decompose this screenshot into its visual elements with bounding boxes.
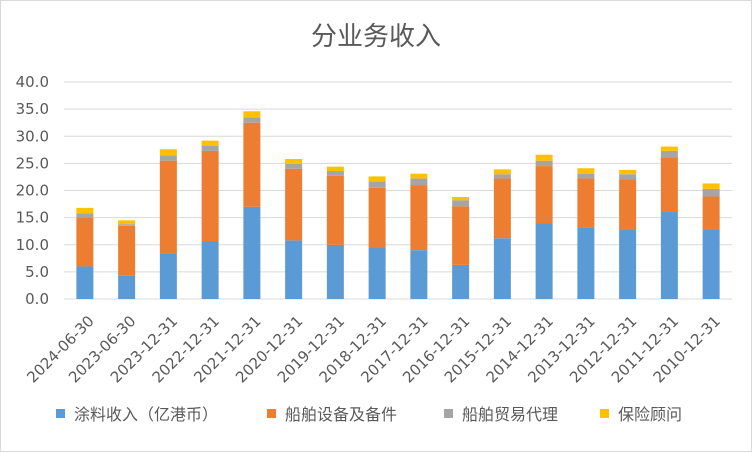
bar-segment: [702, 188, 720, 197]
bar-segment: [326, 170, 344, 176]
bar-segment: [452, 200, 470, 207]
bar-segment: [118, 225, 136, 276]
bar-segment: [660, 211, 678, 299]
bar-segment: [493, 238, 511, 299]
bar-segment: [159, 160, 177, 254]
bar-segment: [118, 275, 136, 299]
bar-segment: [201, 150, 219, 242]
y-tick-label: 15.0: [16, 209, 49, 227]
bar-segment: [76, 207, 94, 214]
bar-segment: [326, 244, 344, 299]
bar-segment: [159, 253, 177, 299]
bar-segment: [452, 197, 470, 201]
legend-swatch: [267, 409, 276, 418]
legend-label: 涂料收入（亿港币）: [74, 405, 218, 424]
legend-swatch: [600, 409, 609, 418]
bar-segment: [368, 247, 386, 299]
bar-segment: [577, 178, 595, 228]
bar-segment: [76, 217, 94, 267]
bar-segment: [285, 240, 303, 299]
legend-label: 船舶设备及备件: [285, 405, 397, 424]
bar-segment: [368, 176, 386, 182]
bar-segment: [76, 213, 94, 218]
legend-swatch: [56, 409, 65, 418]
bar-segment: [326, 175, 344, 245]
bar-segment: [243, 117, 261, 123]
bar-segment: [201, 241, 219, 299]
bar-segment: [619, 179, 637, 230]
legend-label: 船舶贸易代理: [462, 405, 558, 424]
bar-segment: [243, 206, 261, 299]
bar-segment: [368, 187, 386, 248]
legend-swatch: [444, 409, 453, 418]
bars: [76, 111, 720, 299]
bar-segment: [410, 185, 428, 251]
bar-segment: [535, 223, 553, 299]
bar-segment: [243, 111, 261, 118]
y-tick-label: 25.0: [16, 154, 49, 172]
bar-segment: [326, 166, 344, 171]
bar-segment: [493, 169, 511, 175]
bar-segment: [493, 174, 511, 179]
bar-segment: [535, 160, 553, 167]
bar-segment: [118, 224, 136, 226]
bar-segment: [702, 183, 720, 189]
y-tick-label: 30.0: [16, 127, 49, 145]
legend: 涂料收入（亿港币） 船舶设备及备件 船舶贸易代理 保险顾问: [56, 405, 682, 424]
bar-segment: [702, 196, 720, 230]
bar-segment: [452, 264, 470, 299]
bar-segment: [702, 229, 720, 299]
y-tick-label: 35.0: [16, 100, 49, 118]
bar-segment: [159, 149, 177, 156]
bar-segment: [410, 250, 428, 299]
y-axis-ticks: 0.0 5.0 10.0 15.0 20.0 25.0 30.0 35.0 40.0: [16, 73, 49, 308]
bar-segment: [410, 173, 428, 179]
bar-segment: [201, 146, 219, 151]
bar-segment: [285, 168, 303, 241]
bar-segment: [577, 168, 595, 174]
bar-segment: [619, 169, 637, 175]
bar-segment: [285, 159, 303, 164]
y-tick-label: 10.0: [16, 236, 49, 254]
bar-segment: [201, 140, 219, 147]
chart-title: 分业务收入: [311, 22, 441, 52]
bar-segment: [660, 150, 678, 158]
bar-segment: [243, 122, 261, 207]
x-axis-ticks: 2024-06-302023-06-302023-12-312022-12-31…: [23, 312, 724, 386]
bar-segment: [118, 220, 136, 225]
bar-segment: [76, 266, 94, 299]
bar-segment: [493, 178, 511, 239]
legend-label: 保险顾问: [618, 405, 682, 424]
bar-segment: [410, 178, 428, 186]
bar-segment: [535, 154, 553, 161]
bar-segment: [285, 163, 303, 169]
bar-segment: [159, 155, 177, 161]
y-tick-label: 0.0: [25, 290, 49, 308]
y-tick-label: 5.0: [25, 263, 49, 281]
bar-segment: [660, 157, 678, 212]
bar-segment: [368, 181, 386, 188]
y-tick-label: 20.0: [16, 182, 49, 200]
bar-segment: [619, 229, 637, 299]
bar-segment: [619, 174, 637, 180]
bar-segment: [577, 173, 595, 179]
y-tick-label: 40.0: [16, 73, 49, 91]
bar-segment: [452, 206, 470, 265]
bar-segment: [660, 146, 678, 151]
bar-segment: [535, 166, 553, 224]
bar-segment: [577, 227, 595, 299]
